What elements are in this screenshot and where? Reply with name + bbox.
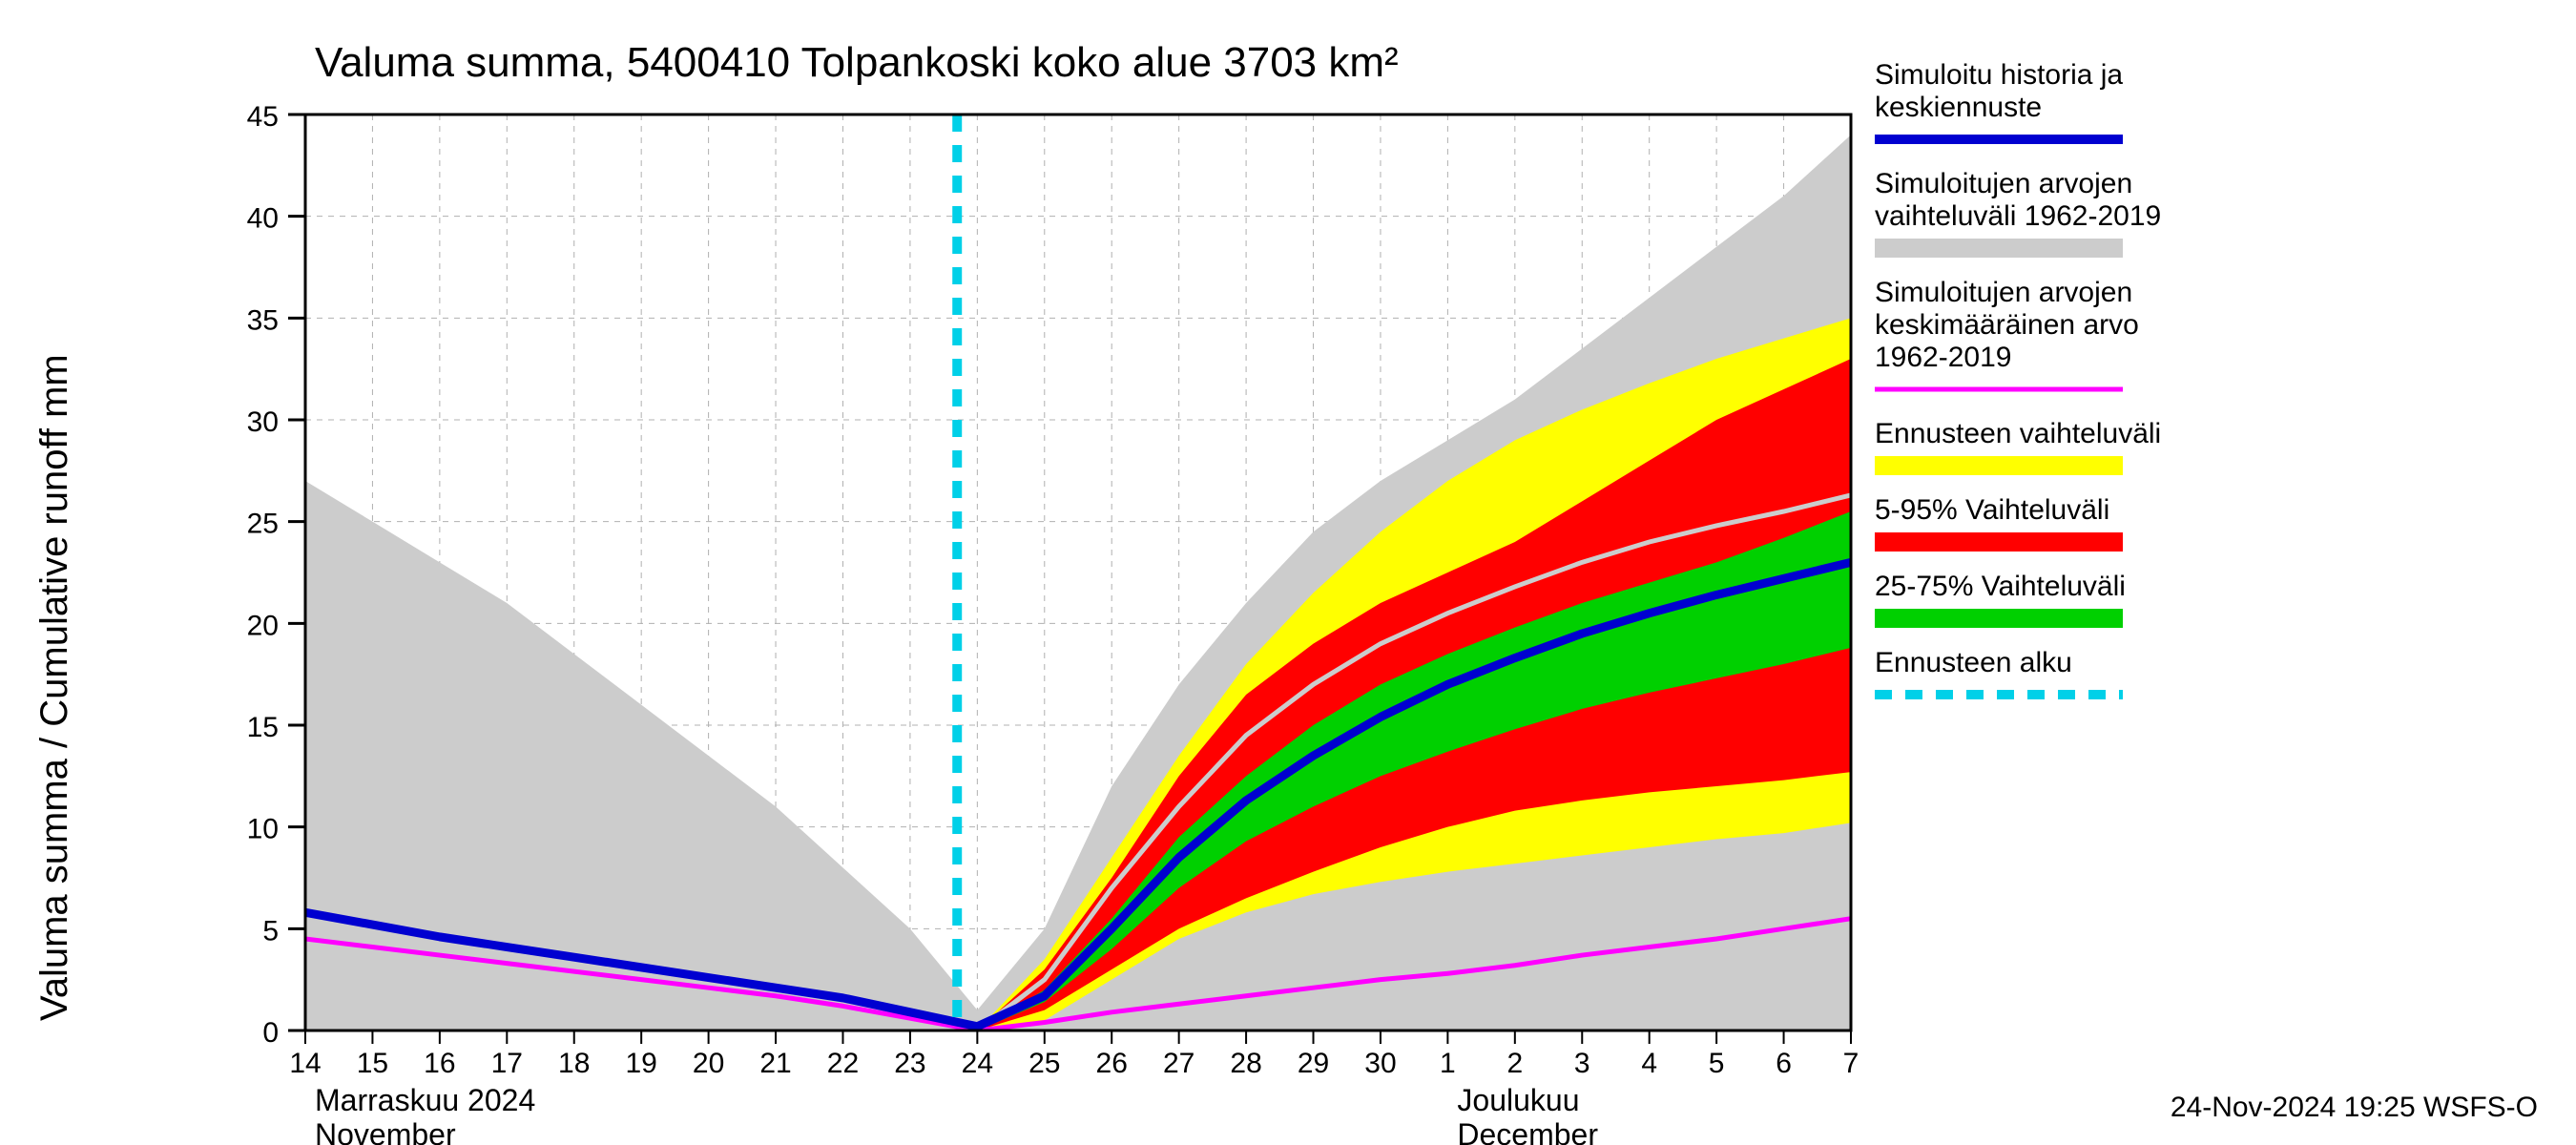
legend-label: Simuloitujen arvojen xyxy=(1875,168,2132,199)
month2-en: December xyxy=(1457,1117,1598,1145)
ytick-label: 15 xyxy=(247,712,279,743)
legend-swatch xyxy=(1875,532,2123,552)
ytick-label: 0 xyxy=(262,1017,279,1049)
xtick-label: 30 xyxy=(1364,1048,1396,1079)
legend-label: keskiennuste xyxy=(1875,92,2042,123)
legend-label: vaihteluväli 1962-2019 xyxy=(1875,200,2161,232)
xtick-label: 2 xyxy=(1506,1048,1523,1079)
ytick-label: 45 xyxy=(247,101,279,133)
legend-label: Simuloitujen arvojen xyxy=(1875,277,2132,308)
xtick-label: 1 xyxy=(1440,1048,1456,1079)
legend-swatch xyxy=(1875,239,2123,258)
legend-label: Ennusteen vaihteluväli xyxy=(1875,418,2161,449)
xtick-label: 21 xyxy=(759,1048,791,1079)
xtick-label: 27 xyxy=(1163,1048,1195,1079)
xtick-label: 4 xyxy=(1641,1048,1657,1079)
xtick-label: 6 xyxy=(1776,1048,1792,1079)
legend-swatch xyxy=(1875,609,2123,628)
month1-en: November xyxy=(315,1117,456,1145)
chart-svg: 0510152025303540451415161718192021222324… xyxy=(0,0,2576,1145)
legend-swatch xyxy=(1875,456,2123,475)
xtick-label: 25 xyxy=(1028,1048,1060,1079)
footer-timestamp: 24-Nov-2024 19:25 WSFS-O xyxy=(2171,1092,2538,1123)
legend-label: 1962-2019 xyxy=(1875,342,2011,373)
ytick-label: 35 xyxy=(247,304,279,336)
ytick-label: 5 xyxy=(262,915,279,947)
ytick-label: 30 xyxy=(247,406,279,438)
ytick-label: 40 xyxy=(247,203,279,235)
xtick-label: 22 xyxy=(827,1048,859,1079)
xtick-label: 14 xyxy=(289,1048,321,1079)
xtick-label: 3 xyxy=(1574,1048,1590,1079)
xtick-label: 29 xyxy=(1298,1048,1329,1079)
xtick-label: 20 xyxy=(693,1048,724,1079)
xtick-label: 19 xyxy=(625,1048,656,1079)
legend-label: 25-75% Vaihteluväli xyxy=(1875,571,2126,602)
legend-label: Ennusteen alku xyxy=(1875,647,2072,678)
y-axis-label: Valuma summa / Cumulative runoff mm xyxy=(33,354,75,1021)
xtick-label: 24 xyxy=(962,1048,993,1079)
xtick-label: 28 xyxy=(1230,1048,1261,1079)
month2-fi: Joulukuu xyxy=(1457,1083,1579,1117)
legend-label: keskimääräinen arvo xyxy=(1875,309,2139,341)
legend-label: 5-95% Vaihteluväli xyxy=(1875,494,2109,526)
ytick-label: 10 xyxy=(247,814,279,845)
xtick-label: 16 xyxy=(424,1048,455,1079)
legend-label: Simuloitu historia ja xyxy=(1875,59,2123,91)
xtick-label: 7 xyxy=(1843,1048,1859,1079)
ytick-label: 25 xyxy=(247,509,279,540)
xtick-label: 23 xyxy=(894,1048,925,1079)
xtick-label: 26 xyxy=(1096,1048,1128,1079)
xtick-label: 18 xyxy=(558,1048,590,1079)
chart-root: 0510152025303540451415161718192021222324… xyxy=(0,0,2576,1145)
month1-fi: Marraskuu 2024 xyxy=(315,1083,535,1117)
ytick-label: 20 xyxy=(247,610,279,641)
xtick-label: 17 xyxy=(491,1048,523,1079)
xtick-label: 15 xyxy=(357,1048,388,1079)
xtick-label: 5 xyxy=(1709,1048,1725,1079)
chart-title: Valuma summa, 5400410 Tolpankoski koko a… xyxy=(315,39,1399,86)
